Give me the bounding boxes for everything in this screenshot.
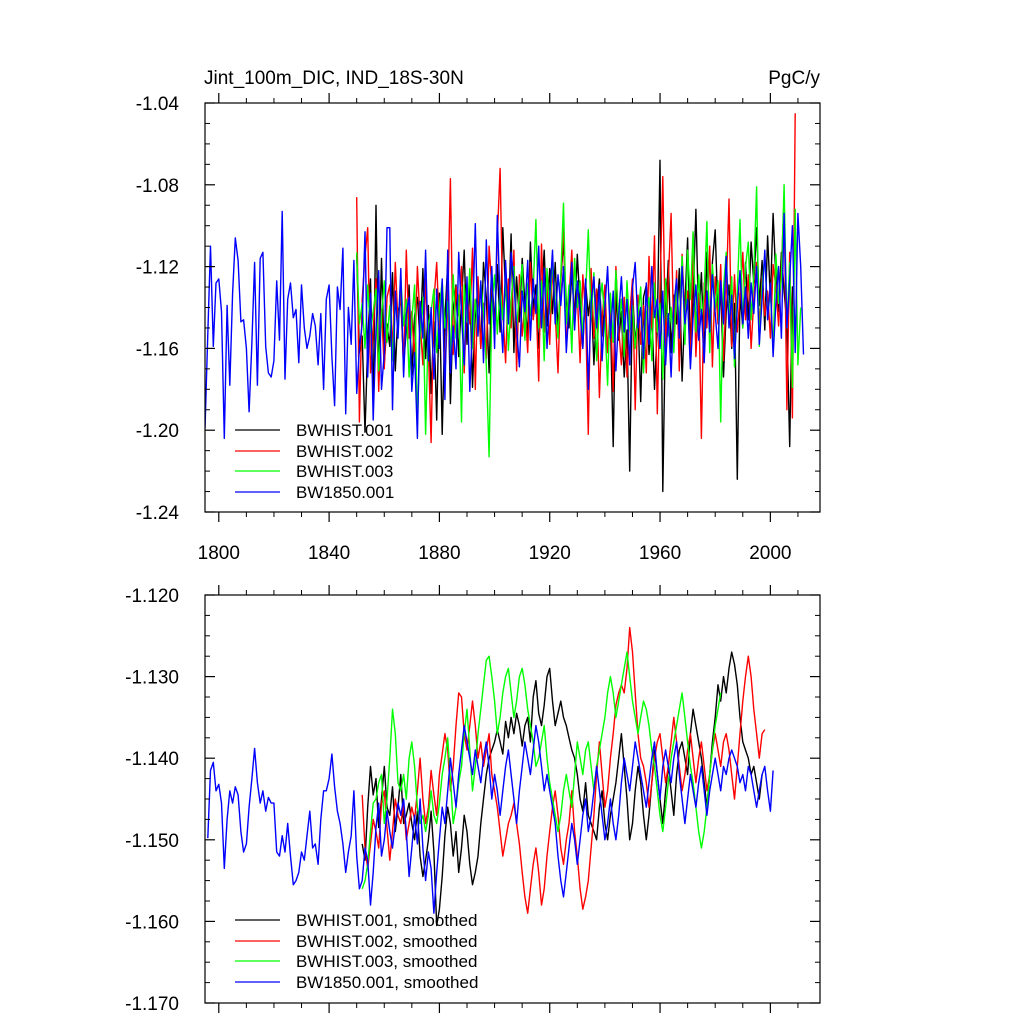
y-tick-label: -1.12	[136, 258, 179, 279]
series-line-bw1850-001-smoothed	[207, 724, 774, 914]
y-tick-label: -1.24	[136, 503, 180, 524]
chart-title: Jint_100m_DIC, IND_18S-30N	[204, 68, 464, 89]
y-tick-label: -1.04	[136, 94, 180, 115]
y-tick-label: -1.08	[136, 176, 179, 197]
legend-label-bwhist-002-smoothed: BWHIST.002, smoothed	[296, 932, 477, 951]
x-tick-label: 1840	[308, 543, 350, 564]
legend-label-bwhist-003: BWHIST.003	[296, 462, 393, 481]
y-tick-label: -1.140	[125, 749, 179, 770]
bottom-axes-group: -1.170 -1.160 -1.150 -1.140 -1.130 -1.120	[125, 585, 821, 1015]
y-tick-label: -1.130	[125, 668, 179, 689]
bottom-series-group	[207, 626, 774, 927]
legend-label-bwhist-001: BWHIST.001	[296, 421, 393, 440]
bottom-legend: BWHIST.001, smoothed BWHIST.002, smoothe…	[235, 911, 478, 992]
x-tick-label: 1800	[198, 543, 240, 564]
x-tick-label: 1920	[529, 543, 571, 564]
x-tick-label: 1960	[639, 543, 681, 564]
legend-label-bwhist-003-smoothed: BWHIST.003, smoothed	[296, 952, 477, 971]
top-axes-group: -1.24 -1.20 -1.16 -1.12 -1.08 -1.04 1800 1840 18…	[136, 93, 821, 564]
legend-label-bw1850-001-smoothed: BW1850.001, smoothed	[296, 973, 478, 992]
series-line-bwhist-002-smoothed	[361, 626, 766, 914]
series-line-bw1850-001	[205, 210, 805, 440]
legend-label-bw1850-001: BW1850.001	[296, 483, 394, 502]
top-panel: Jint_100m_DIC, IND_18S-30N PgC/y -1.24-1…	[136, 68, 821, 564]
y-tick-label: -1.120	[125, 586, 179, 607]
top-series-group	[205, 113, 805, 493]
series-line-bwhist-001-smoothed	[361, 651, 763, 927]
y-tick-label: -1.16	[136, 339, 179, 360]
y-tick-label: -1.160	[125, 912, 179, 933]
legend-label-bwhist-002: BWHIST.002	[296, 442, 393, 461]
legend-label-bwhist-001-smoothed: BWHIST.001, smoothed	[296, 911, 477, 930]
x-tick-label: 2000	[749, 543, 791, 564]
top-legend: BWHIST.001 BWHIST.002 BWHIST.003 BW1850.…	[235, 421, 394, 502]
y-tick-label: -1.150	[125, 831, 179, 852]
x-tick-label: 1880	[418, 543, 460, 564]
y-tick-label: -1.170	[125, 994, 179, 1015]
series-line-bwhist-003-smoothed	[361, 651, 722, 890]
bottom-panel: -1.170 -1.160 -1.150 -1.140 -1.130 -1.120 BWH…	[125, 585, 821, 1015]
y-tick-label: -1.20	[136, 421, 179, 442]
units-label: PgC/y	[768, 68, 820, 89]
